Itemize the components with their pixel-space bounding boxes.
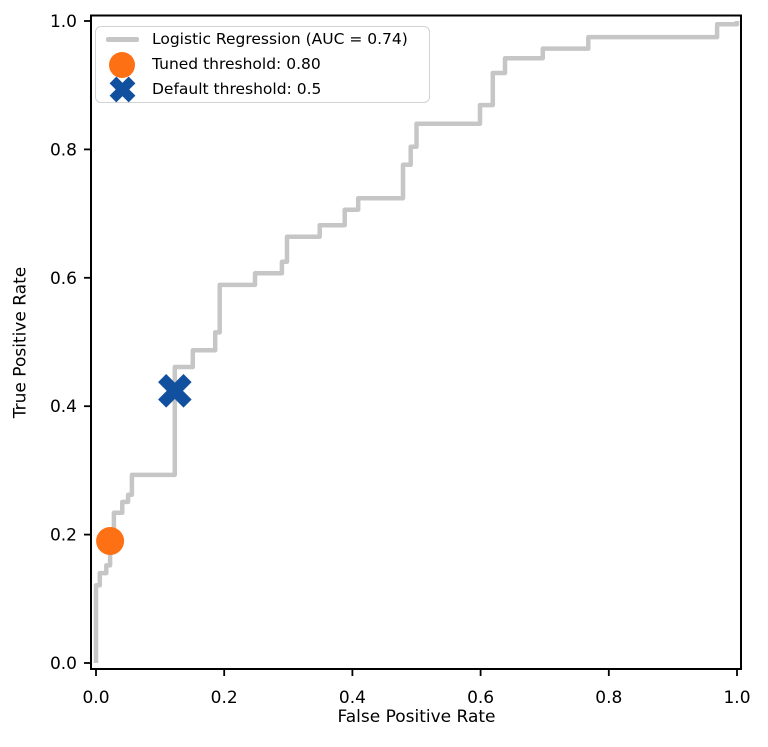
y-tick-label: 1.0 [50, 12, 77, 32]
x-tick-label: 0.6 [467, 688, 494, 708]
legend-label-logistic-regression: Logistic Regression (AUC = 0.74) [152, 30, 408, 48]
x-axis-ticks: 0.0 0.2 0.4 0.6 0.8 1.0 [82, 669, 751, 708]
x-marker-icon [109, 76, 135, 103]
y-axis-label: True Positive Rate [10, 266, 31, 419]
legend-line-swatch [103, 27, 141, 52]
legend-label-tuned-threshold: Tuned threshold: 0.80 [152, 55, 321, 73]
y-tick-label: 0.6 [50, 269, 77, 289]
y-tick-label: 0.4 [50, 397, 77, 417]
circle-marker-icon [109, 51, 135, 78]
default-threshold-marker [158, 373, 192, 408]
x-tick-label: 0.0 [82, 688, 109, 708]
tuned-threshold-marker [96, 527, 125, 556]
roc-line-sample-icon [105, 37, 139, 42]
roc-curve-line [93, 21, 740, 663]
axes-spines [90, 14, 742, 670]
legend-circle-swatch [103, 51, 141, 78]
y-axis-ticks: 0.0 0.2 0.4 0.6 0.8 1.0 [50, 12, 91, 674]
legend-row-logistic-regression: Logistic Regression (AUC = 0.74) [103, 27, 429, 52]
x-tick-label: 0.2 [211, 688, 238, 708]
legend-x-swatch [103, 76, 141, 103]
x-tick-label: 0.8 [595, 688, 622, 708]
y-tick-label: 0.0 [50, 654, 77, 674]
legend-label-default-threshold: Default threshold: 0.5 [152, 80, 322, 98]
legend: Logistic Regression (AUC = 0.74) Tuned t… [95, 26, 430, 103]
y-tick-label: 0.8 [50, 140, 77, 160]
x-axis-label: False Positive Rate [337, 707, 496, 727]
x-tick-label: 1.0 [723, 688, 750, 708]
y-tick-label: 0.2 [50, 526, 77, 546]
legend-row-default-threshold: Default threshold: 0.5 [103, 76, 429, 103]
x-tick-label: 0.4 [339, 688, 366, 708]
legend-row-tuned-threshold: Tuned threshold: 0.80 [103, 51, 429, 78]
